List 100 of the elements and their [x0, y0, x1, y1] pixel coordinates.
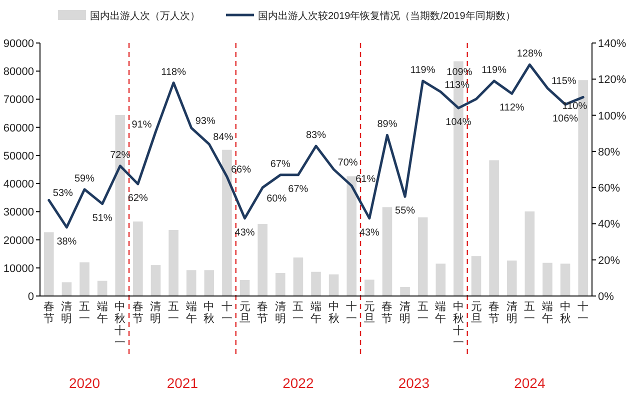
y2-tick-label: 0%: [598, 291, 614, 303]
bar: [542, 262, 552, 296]
bar: [240, 280, 250, 296]
y-tick-label: 70000: [3, 94, 34, 106]
x-tick-label: 中秋: [328, 300, 340, 325]
data-label: 106%: [552, 113, 578, 124]
bar: [346, 176, 357, 296]
bar: [275, 272, 286, 296]
y2-tick-label: 40%: [598, 218, 620, 231]
bar: [293, 257, 304, 296]
data-label: 128%: [516, 48, 543, 60]
x-tick-label: 五一: [79, 301, 90, 325]
x-tick-label: 清明: [274, 300, 286, 325]
x-tick-label: 端午: [542, 300, 553, 325]
y-tick-label: 0: [28, 291, 34, 303]
x-tick-label: 春节: [382, 301, 393, 325]
x-tick-label: 端午: [96, 300, 108, 325]
x-tick-label: 元旦: [470, 301, 482, 325]
y2-tick-label: 100%: [598, 110, 626, 122]
x-tick-label: 元旦: [364, 301, 375, 325]
y-tick-label: 90000: [3, 38, 34, 50]
x-tick-label: 春节: [132, 301, 144, 325]
y-tick-label: 40000: [3, 178, 34, 191]
data-label: 91%: [132, 120, 152, 131]
bar: [560, 264, 570, 296]
x-tick-label: 五一: [292, 301, 304, 325]
data-label: 110%: [562, 101, 588, 112]
data-label: 93%: [195, 116, 216, 127]
x-tick-label: 清明: [506, 300, 518, 325]
data-label: 119%: [482, 64, 507, 76]
bar: [222, 150, 232, 296]
bar: [168, 230, 178, 296]
x-tick-label: 端午: [186, 300, 197, 325]
x-tick-label: 十一: [578, 300, 589, 325]
data-label: 59%: [74, 173, 95, 184]
y-tick-label: 50000: [3, 150, 34, 162]
data-label: 60%: [266, 194, 287, 205]
bar: [524, 211, 535, 296]
x-tick-label: 春节: [488, 301, 500, 325]
x-tick-label: 五一: [168, 301, 180, 325]
data-label: 51%: [92, 212, 112, 224]
bar: [204, 270, 214, 296]
data-label: 118%: [161, 66, 186, 78]
x-tick-label: 清明: [400, 300, 411, 325]
x-tick-label: 中秋 十一: [452, 300, 464, 349]
data-label: 67%: [270, 158, 290, 170]
bar: [186, 270, 196, 296]
data-label: 89%: [377, 119, 398, 130]
data-label: 115%: [551, 76, 576, 88]
y-tick-label: 60000: [3, 122, 34, 134]
bar: [150, 265, 161, 296]
y-tick-label: 80000: [3, 66, 34, 78]
y-tick-label: 10000: [3, 262, 34, 275]
bar: [382, 207, 392, 296]
x-tick-label: 元旦: [239, 301, 250, 325]
x-tick-label: 中秋: [560, 300, 571, 325]
data-label: 113%: [444, 80, 470, 91]
bar: [364, 280, 374, 296]
bar: [489, 160, 499, 296]
data-label: 83%: [306, 130, 326, 142]
x-tick-label: 端午: [435, 300, 446, 325]
y-tick-label: 20000: [3, 234, 34, 247]
x-tick-label: 中秋十一: [114, 300, 126, 349]
bar: [62, 282, 72, 296]
y2-tick-label: 80%: [598, 146, 620, 158]
bar: [80, 262, 90, 296]
data-label: 43%: [359, 227, 380, 238]
bar: [44, 232, 54, 296]
bar: [471, 256, 482, 296]
legend-label: 国内出游人次较2019年恢复情况（当期数/2019年同期数）: [258, 10, 516, 22]
bar: [133, 222, 143, 296]
data-label: 112%: [499, 102, 524, 114]
x-tick-label: 中秋: [204, 300, 215, 325]
data-label: 53%: [52, 188, 74, 200]
y2-tick-label: 120%: [598, 74, 626, 86]
text: 2024: [514, 375, 546, 391]
bar: [436, 264, 446, 296]
x-tick-label: 清明: [61, 300, 72, 325]
x-tick-label: 五一: [417, 301, 428, 325]
legend-label: 国内出游人次（万人次）: [90, 10, 200, 22]
bar: [400, 287, 410, 296]
text: 2022: [282, 375, 314, 391]
data-label: 66%: [230, 164, 252, 176]
x-tick-label: 十一: [346, 300, 358, 325]
data-label: 72%: [110, 150, 130, 161]
data-label: 61%: [356, 174, 376, 185]
bar: [258, 224, 268, 296]
x-tick-label: 端午: [310, 300, 322, 325]
x-tick-label: 春节: [257, 301, 268, 325]
data-label: 55%: [395, 206, 416, 217]
bar: [97, 280, 108, 296]
data-label: 119%: [410, 64, 436, 76]
x-tick-label: 五一: [524, 301, 536, 325]
data-label: 104%: [446, 117, 472, 128]
text: 2020: [68, 375, 100, 391]
text: 2021: [166, 375, 198, 391]
x-tick-label: 清明: [150, 300, 162, 325]
text: 2023: [398, 375, 430, 391]
data-label: 84%: [213, 132, 234, 144]
bar: [311, 272, 321, 296]
